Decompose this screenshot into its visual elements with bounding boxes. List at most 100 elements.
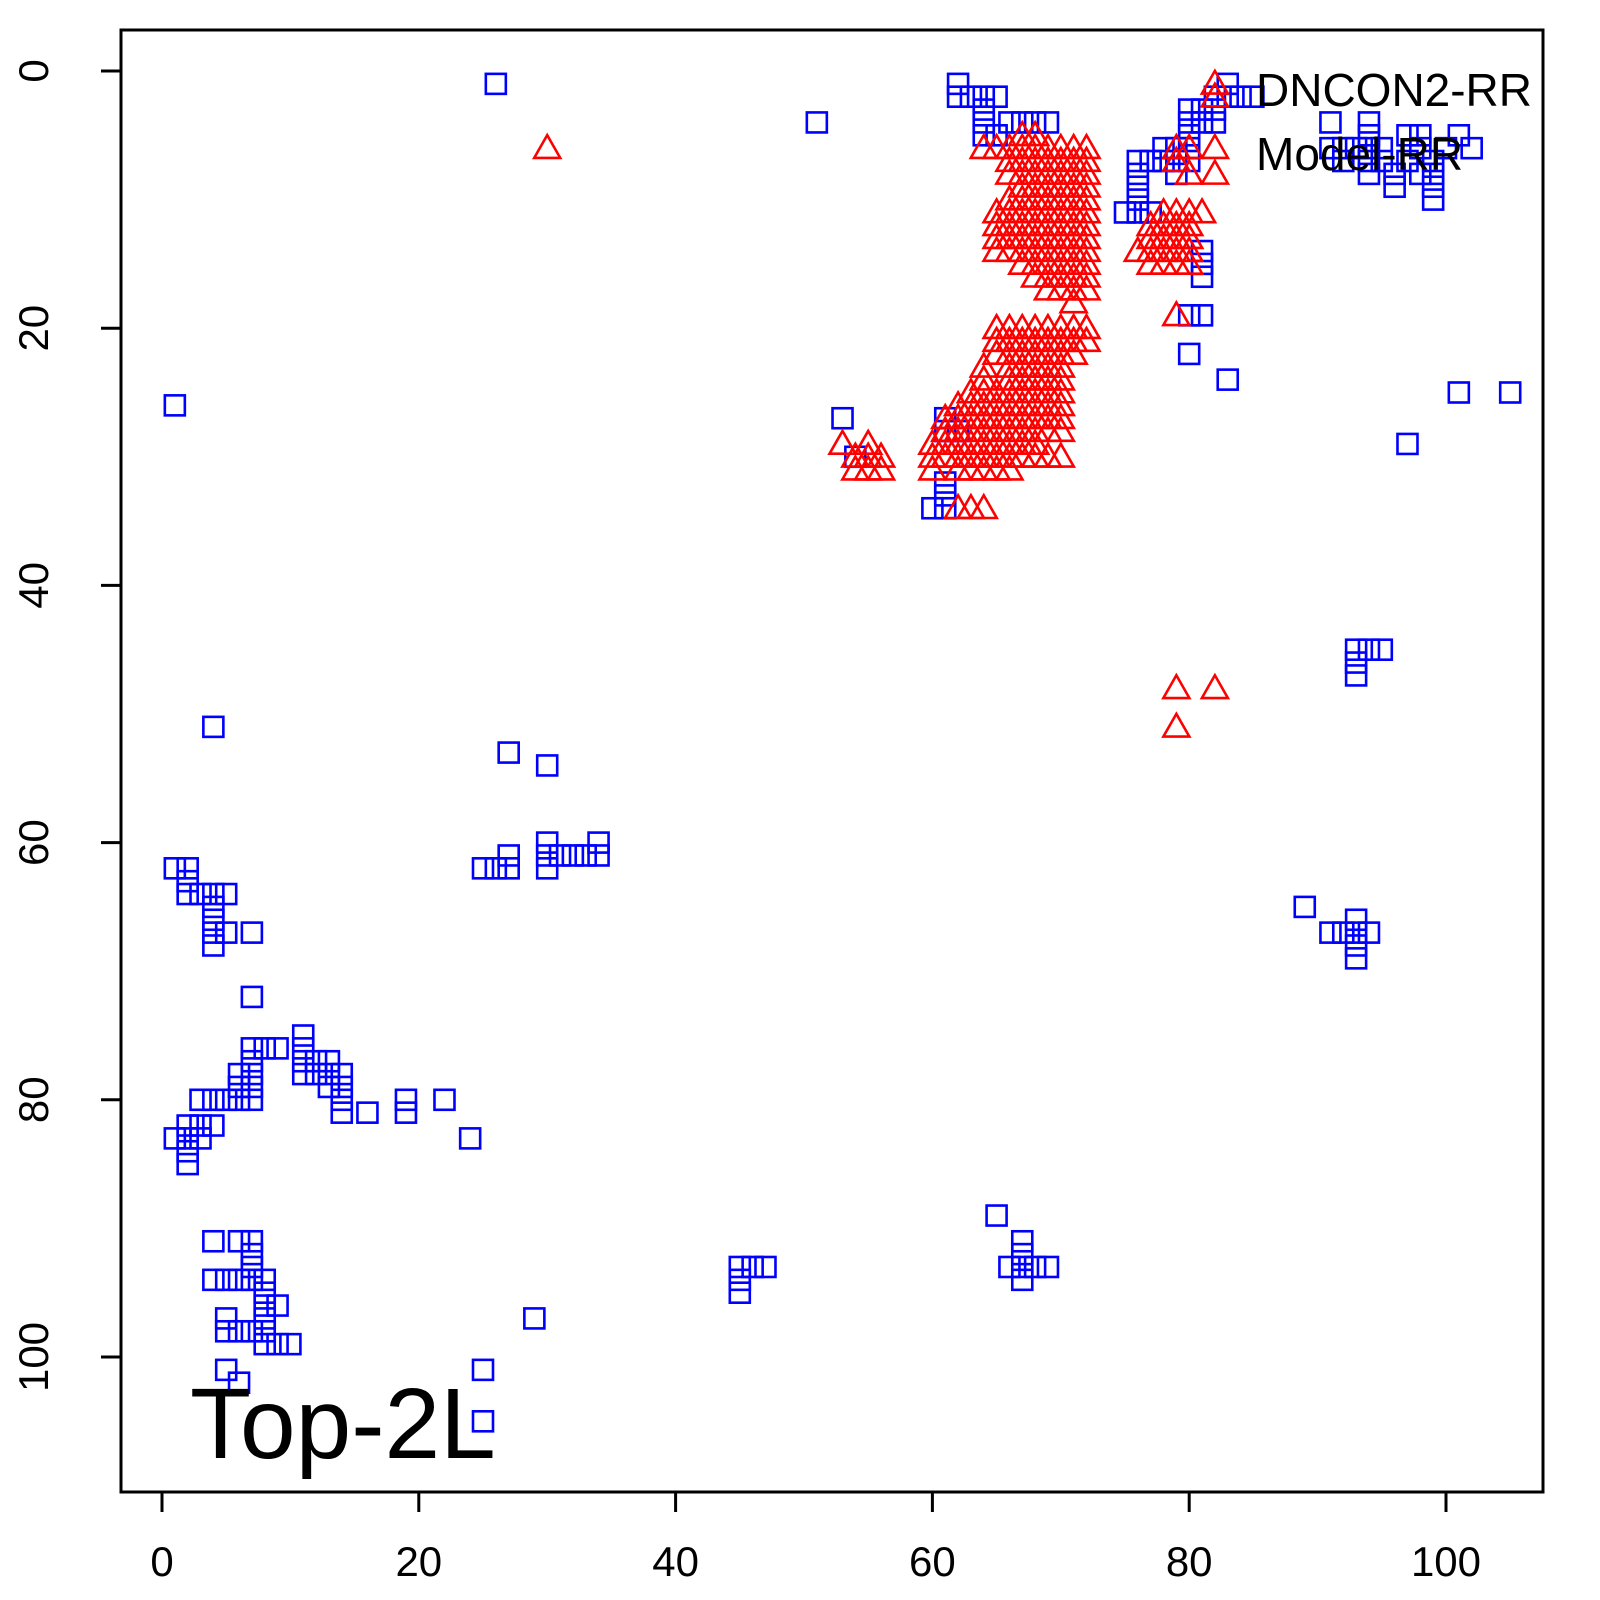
point-square [176, 1127, 199, 1150]
point-triangle [865, 454, 897, 481]
point-square [805, 111, 829, 134]
point-triangle [917, 454, 948, 481]
legend: DNCON2-RR Model-RR [1256, 64, 1532, 180]
point-square [1344, 908, 1368, 932]
x-tick-label: 40 [652, 1538, 699, 1585]
point-square [458, 1127, 482, 1150]
point-triangle [1071, 261, 1102, 288]
point-square [1331, 136, 1355, 160]
y-tick-label: 80 [10, 1076, 57, 1123]
point-square [728, 1281, 752, 1304]
point-triangle [917, 428, 948, 455]
point-square [240, 1062, 264, 1086]
point-triangle [981, 235, 1012, 263]
point-square [1344, 664, 1368, 687]
point-square [933, 471, 957, 494]
point-square [946, 85, 970, 109]
point-square [240, 1075, 264, 1099]
point-square [985, 1204, 1008, 1227]
point-triangle [942, 454, 974, 481]
point-triangle [917, 441, 948, 468]
point-triangle [1161, 672, 1192, 700]
point-square [741, 1255, 764, 1279]
point-square [587, 844, 610, 867]
point-triangle [1019, 119, 1051, 147]
point-square [1344, 638, 1368, 662]
point-square [317, 1075, 341, 1099]
point-square [587, 831, 610, 854]
point-square [1126, 149, 1150, 173]
point-square [728, 1268, 752, 1292]
point-square [176, 857, 199, 880]
point-square [240, 1229, 264, 1253]
point-triangle [1071, 158, 1102, 185]
point-square [240, 1049, 264, 1073]
point-square [214, 1319, 238, 1343]
point-square [1010, 1242, 1034, 1266]
point-square [1383, 162, 1406, 186]
point-square [304, 1049, 328, 1073]
x-tick-label: 60 [909, 1538, 956, 1585]
point-square [317, 1062, 341, 1086]
point-square [240, 921, 264, 944]
point-square [1357, 162, 1381, 186]
point-square [291, 1049, 315, 1073]
point-triangle [852, 428, 884, 455]
panel-annotation: Top-2L [190, 1368, 496, 1480]
point-triangle [1045, 351, 1077, 378]
point-square [330, 1101, 354, 1124]
point-square [998, 1255, 1021, 1279]
point-square [1139, 149, 1162, 173]
point-square [266, 1037, 289, 1060]
point-triangle [1058, 338, 1089, 365]
point-square [1319, 921, 1342, 944]
point-square [330, 1075, 354, 1099]
point-square [1293, 895, 1317, 919]
point-square [253, 1281, 277, 1304]
point-triangle [1045, 441, 1077, 468]
point-square [1409, 124, 1432, 147]
point-square [946, 72, 970, 96]
points-layer [163, 68, 1522, 1433]
point-square [1409, 162, 1432, 186]
point-square [189, 882, 212, 906]
point-square [1126, 201, 1150, 224]
point-triangle [1071, 273, 1102, 301]
point-square [189, 1127, 212, 1150]
point-square [240, 1037, 264, 1060]
point-square [1421, 162, 1445, 186]
point-square [227, 1229, 251, 1253]
point-square [202, 1229, 225, 1253]
point-square [202, 1114, 225, 1137]
point-square [176, 1114, 199, 1137]
point-triangle [1071, 132, 1102, 160]
point-square [176, 882, 199, 906]
point-square [972, 111, 996, 134]
point-triangle [1161, 132, 1192, 160]
point-square [240, 1319, 264, 1343]
point-triangle [1071, 183, 1102, 211]
point-triangle [1071, 248, 1102, 275]
point-square [253, 1332, 277, 1356]
x-axis: 0 20 40 60 80 100 [150, 1490, 1481, 1585]
point-triangle [981, 222, 1012, 250]
point-triangle [865, 441, 897, 468]
point-square [1203, 111, 1227, 134]
point-square [1023, 1255, 1047, 1279]
point-square [471, 1410, 495, 1433]
point-square [1023, 111, 1047, 134]
point-square [497, 741, 520, 764]
point-square [176, 1139, 199, 1163]
y-axis: 0 20 40 60 80 100 [10, 59, 123, 1392]
point-square [1498, 381, 1522, 404]
point-square [1421, 175, 1445, 199]
x-tick-label: 100 [1411, 1538, 1481, 1585]
point-triangle [1199, 68, 1231, 95]
point-triangle [1199, 132, 1231, 160]
point-square [523, 1307, 546, 1330]
point-square [253, 1319, 277, 1343]
point-triangle [840, 454, 871, 481]
point-triangle [1161, 711, 1192, 738]
point-square [317, 1049, 341, 1073]
point-square [1421, 149, 1445, 173]
